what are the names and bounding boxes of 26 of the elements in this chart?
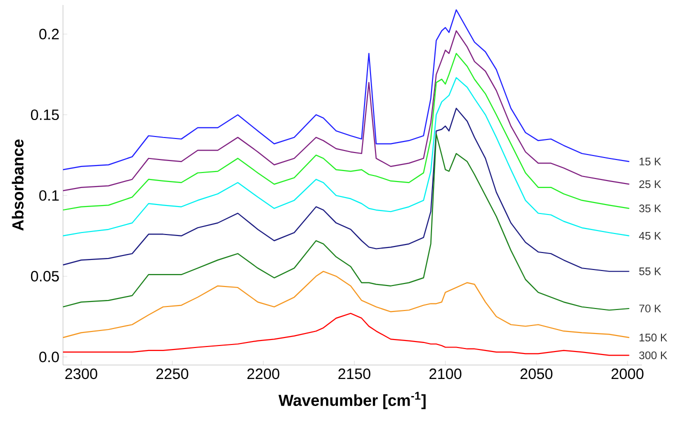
x-tick-label: 2150	[338, 368, 370, 380]
line-series	[62, 30, 630, 192]
x-tick-label: 2050	[520, 368, 552, 380]
x-axis-title: Wavenumber [cm$^{-1}$]	[278, 392, 426, 410]
series-label: 15 K	[640, 158, 662, 166]
y-tick-label: 0.2	[39, 28, 59, 40]
y-tick-label: 0.15	[30, 109, 59, 120]
series-label: 300 K	[639, 351, 668, 360]
series-label: 45 K	[639, 232, 662, 240]
series-label: 70 K	[639, 304, 662, 312]
x-tick-label: 2100	[429, 368, 462, 380]
line-series	[62, 9, 630, 170]
line-series	[62, 108, 630, 272]
x-tick-label: 2000	[612, 368, 644, 380]
x-tick-label: 2300	[65, 368, 98, 380]
y-axis-title: Absorbance	[12, 139, 24, 231]
series-label: 25 K	[639, 180, 662, 188]
series-label: 150 K	[640, 334, 668, 342]
x-tick-label: 2250	[156, 368, 188, 380]
series-label: 55 K	[639, 268, 662, 276]
y-tick-label: 0.0	[39, 352, 59, 362]
y-tick-label: 0.05	[30, 270, 59, 282]
line-series	[62, 77, 630, 236]
x-tick-label: 2200	[247, 368, 280, 380]
y-tick-label: 0.1	[39, 190, 59, 201]
series-label: 35 K	[639, 204, 662, 212]
